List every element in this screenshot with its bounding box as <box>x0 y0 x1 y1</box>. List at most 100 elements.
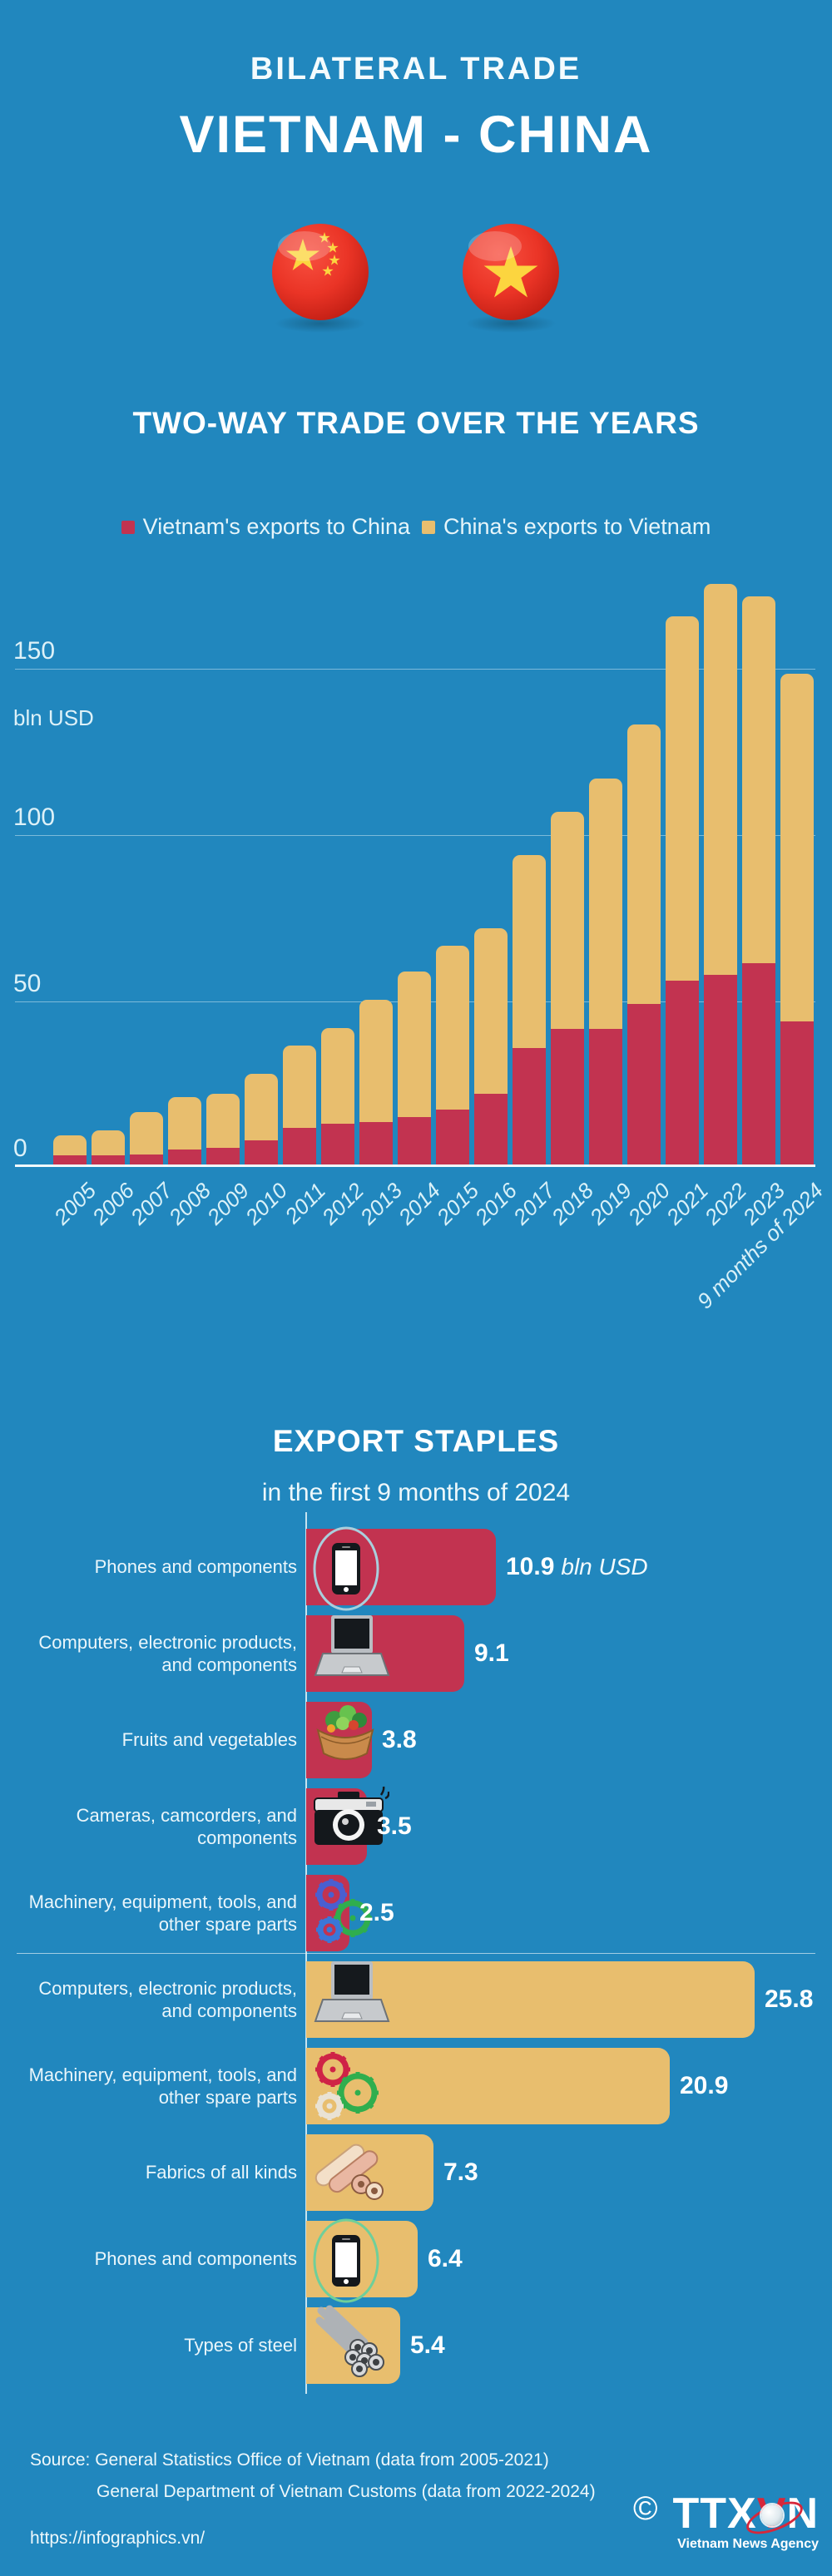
segment-vietnam-exports <box>359 1122 393 1166</box>
segment-vietnam-exports <box>666 981 699 1166</box>
segment-china-exports <box>359 1000 393 1122</box>
laptop-icon <box>310 1612 393 1689</box>
trade-chart-plot: 150 bln USD 100 50 0 <box>0 574 832 1167</box>
segment-china-exports <box>130 1112 163 1155</box>
staple-value: 20.9 <box>680 2072 729 2099</box>
ttxvn-wordmark: TTXVN <box>673 2489 819 2541</box>
segment-china-exports <box>589 779 622 1029</box>
staple-label: Machinery, equipment, tools, and other s… <box>28 2064 297 2109</box>
trade-chart-legend: Vietnam's exports to China China's expor… <box>0 514 832 540</box>
staple-value-group: 2.5 <box>359 1875 394 1951</box>
segment-china-exports <box>321 1028 354 1124</box>
trade-bar-2023 <box>742 596 775 1166</box>
staple-value: 5.4 <box>410 2331 445 2359</box>
segment-vietnam-exports <box>245 1140 278 1166</box>
staple-value: 10.9 <box>506 1553 555 1580</box>
staple-label: Types of steel <box>184 2335 297 2356</box>
segment-china-exports <box>704 584 737 975</box>
staples-subtitle: in the first 9 months of 2024 <box>261 1479 571 1506</box>
staple-value-group: 10.9 bln USD <box>506 1529 648 1605</box>
segment-vietnam-exports <box>589 1029 622 1166</box>
vietnam-swatch-icon <box>121 520 135 534</box>
staple-value: 3.8 <box>382 1726 417 1753</box>
steel-icon <box>310 2304 389 2385</box>
staple-label: Fabrics of all kinds <box>145 2162 297 2183</box>
staple-value-group: 25.8 <box>765 1961 813 2038</box>
trade-bar-2015 <box>436 946 469 1166</box>
logo-n: N <box>786 2489 819 2538</box>
phone-icon <box>310 1525 383 1616</box>
footer-url: https://infographics.vn/ <box>30 2529 206 2548</box>
segment-china-exports <box>666 616 699 981</box>
segment-china-exports <box>92 1130 125 1155</box>
staple-value: 2.5 <box>359 1899 394 1926</box>
laptop-icon <box>310 1958 393 2035</box>
segment-china-exports <box>53 1135 87 1155</box>
segment-vietnam-exports <box>321 1124 354 1166</box>
segment-vietnam-exports <box>780 1021 814 1166</box>
segment-vietnam-exports <box>513 1048 546 1166</box>
logo-agency-text: Vietnam News Agency <box>677 2537 819 2551</box>
segment-vietnam-exports <box>168 1150 201 1166</box>
trade-bar-2020 <box>627 724 661 1166</box>
trade-bar-2016 <box>474 928 508 1166</box>
staple-label: Phones and components <box>94 2248 297 2270</box>
legend-item-china: China's exports to Vietnam <box>422 514 711 540</box>
segment-vietnam-exports <box>53 1155 87 1166</box>
segment-china-exports <box>398 972 431 1117</box>
gears-red-icon <box>310 2044 386 2132</box>
trade-bar-2021 <box>666 616 699 1166</box>
trade-bar-2012 <box>321 1028 354 1166</box>
ttxvn-logo: © TTXVN Vietnam News Agency <box>633 2492 819 2552</box>
staple-value-group: 20.9 <box>680 2048 728 2124</box>
segment-vietnam-exports <box>283 1128 316 1166</box>
copyright-icon: © <box>633 2490 658 2527</box>
segment-vietnam-exports <box>551 1029 584 1166</box>
ytick-100: 100 <box>13 803 56 831</box>
segment-china-exports <box>513 855 546 1048</box>
globe-icon <box>760 2504 783 2527</box>
x-axis-line <box>15 1164 815 1167</box>
legend-label-vietnam: Vietnam's exports to China <box>142 514 410 539</box>
segment-vietnam-exports <box>704 975 737 1166</box>
vietnam-flag-icon <box>460 221 562 323</box>
staple-label: Computers, electronic products, and comp… <box>38 1631 297 1676</box>
segment-vietnam-exports <box>436 1110 469 1166</box>
salad-icon <box>310 1698 381 1771</box>
source-line-1: Source: General Statistics Office of Vie… <box>30 2450 549 2470</box>
legend-label-china: China's exports to Vietnam <box>443 514 711 539</box>
page-title: VIETNAM - CHINA <box>179 106 653 164</box>
ytick-50: 50 <box>13 970 42 997</box>
segment-china-exports <box>168 1097 201 1150</box>
gridline-100 <box>15 835 815 836</box>
staple-label: Computers, electronic products, and comp… <box>38 1977 297 2022</box>
segment-china-exports <box>283 1046 316 1128</box>
staple-value-group: 6.4 <box>428 2221 463 2297</box>
staple-bar <box>306 2048 670 2124</box>
staple-value: 9.1 <box>474 1639 509 1667</box>
trade-bar-2022 <box>704 584 737 1166</box>
trade-bar-2005 <box>53 1135 87 1166</box>
staple-label: Phones and components <box>94 1556 297 1578</box>
trade-chart-title: TWO-WAY TRADE OVER THE YEARS <box>132 406 700 440</box>
segment-vietnam-exports <box>627 1004 661 1166</box>
segment-china-exports <box>474 928 508 1094</box>
segment-vietnam-exports <box>474 1094 508 1166</box>
staple-label: Cameras, camcorders, and components <box>76 1804 297 1849</box>
trade-bar-9 months of 2024 <box>780 674 814 1166</box>
trade-bar-2008 <box>168 1097 201 1166</box>
china-flag-icon <box>270 221 371 323</box>
segment-vietnam-exports <box>398 1117 431 1166</box>
segment-vietnam-exports <box>206 1148 240 1166</box>
staple-value-group: 7.3 <box>443 2134 478 2211</box>
vietnam-flag-shadow <box>465 314 557 333</box>
staple-label: Machinery, equipment, tools, and other s… <box>28 1891 297 1936</box>
china-swatch-icon <box>422 520 435 534</box>
trade-bar-2009 <box>206 1094 240 1166</box>
staple-label: Fruits and vegetables <box>121 1729 297 1751</box>
segment-vietnam-exports <box>742 963 775 1166</box>
legend-item-vietnam: Vietnam's exports to China <box>121 514 410 540</box>
staple-value: 6.4 <box>428 2245 463 2272</box>
staple-value-group: 3.5 <box>377 1788 412 1865</box>
ytick-0: 0 <box>13 1135 27 1162</box>
